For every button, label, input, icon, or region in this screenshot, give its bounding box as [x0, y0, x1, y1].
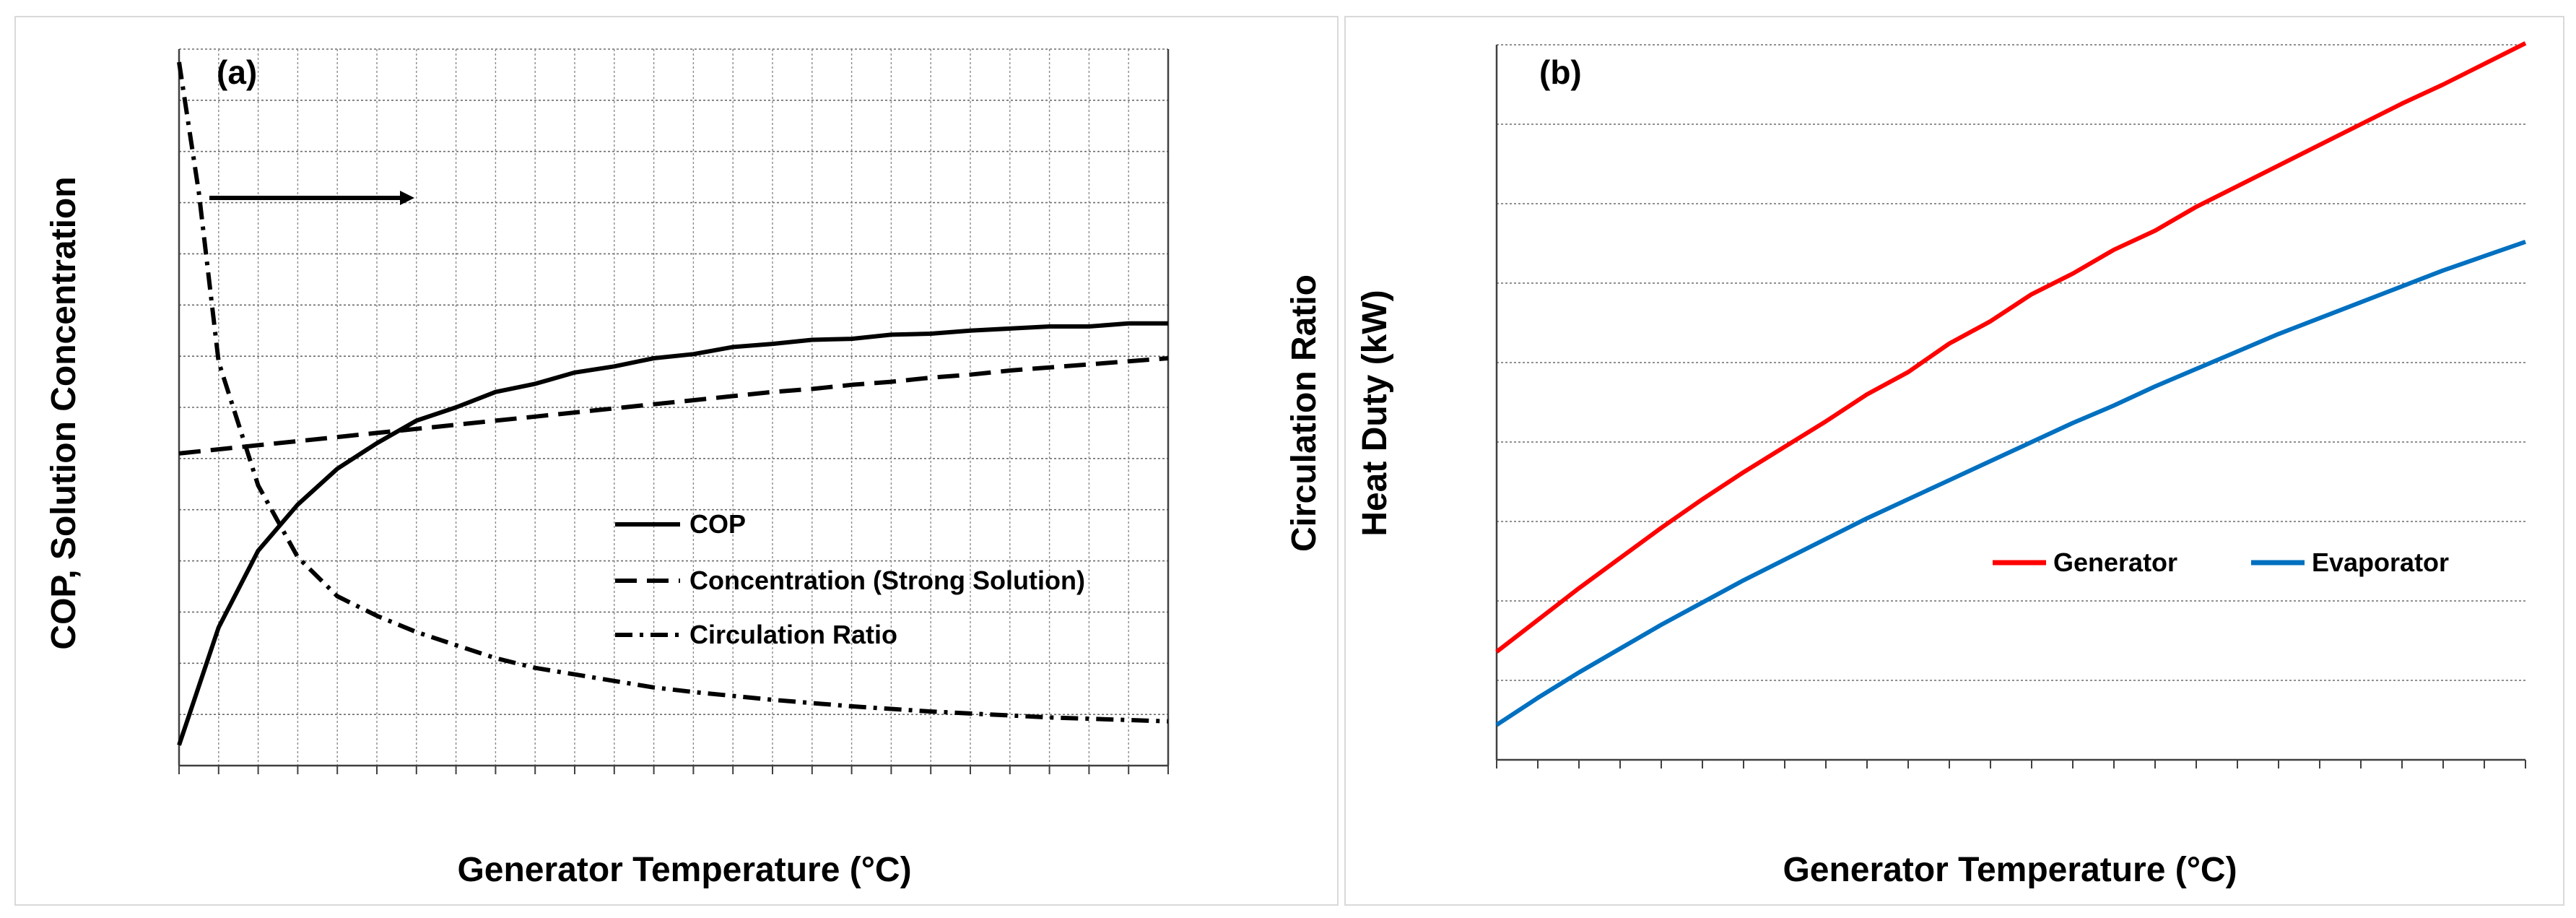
chart-a-y2-axis-title: Circulation Ratio — [1285, 274, 1323, 552]
chart-a-x-axis-title: Generator Temperature (°C) — [457, 851, 911, 889]
chart-a-y-axis-title: COP, Solution Concentration — [45, 176, 83, 649]
chart-b-y-axis-title: Heat Duty (kW) — [1356, 290, 1394, 536]
series-line-evaporator — [1495, 239, 2526, 727]
chart-a-gridlines — [179, 48, 1169, 766]
chart-b-series — [1495, 41, 2527, 727]
chart-a-axes — [178, 49, 1170, 774]
chart-b-legend: Generator Evaporator — [1993, 547, 2449, 577]
chart-a-panel-label: (a) — [217, 53, 257, 91]
legend-label-cop: COP — [689, 509, 746, 539]
series-line-circulation-ratio — [177, 61, 1169, 724]
legend-label-generator: Generator — [2053, 547, 2177, 577]
legend-label-evaporator: Evaporator — [2312, 547, 2449, 577]
chart-b-x-axis-title: Generator Temperature (°C) — [1783, 851, 2237, 889]
chart-b-gridlines — [1497, 44, 2525, 681]
chart-b-svg: (b) Generator Evaporator Heat Duty (kW) … — [1356, 41, 2527, 889]
series-line-generator — [1495, 41, 2527, 654]
chart-a-series — [177, 61, 1169, 746]
chart-b-panel-label: (b) — [1539, 53, 1582, 91]
series-line-concentration-strong-solution — [178, 356, 1169, 456]
chart-a-arrow-annotation — [209, 191, 414, 205]
chart-a-legend: COP Concentration (Strong Solution) Circ… — [615, 509, 1085, 649]
legend-label-concentration: Concentration (Strong Solution) — [689, 566, 1085, 595]
chart-a-svg: (a) COP Concentration (Strong Solution) … — [45, 48, 1323, 889]
chart-b-axes — [1495, 45, 2526, 768]
series-line-cop — [177, 321, 1168, 746]
chart-panel-b: (b) Generator Evaporator Heat Duty (kW) … — [1344, 16, 2564, 906]
legend-label-circulation-ratio: Circulation Ratio — [689, 620, 897, 649]
chart-panel-a: (a) COP Concentration (Strong Solution) … — [14, 16, 1339, 906]
